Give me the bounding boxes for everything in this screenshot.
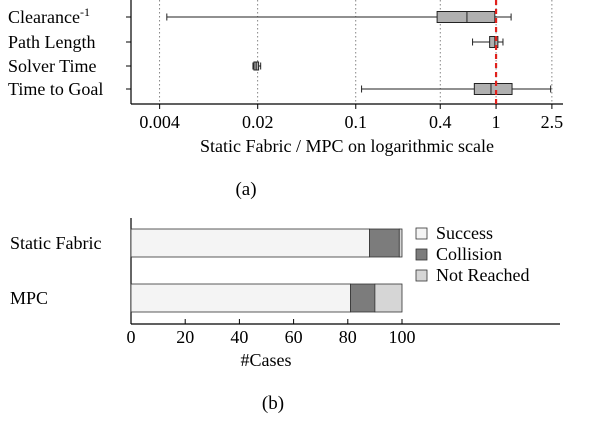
bar-static-fabric-collision	[369, 228, 400, 258]
box-clearance	[166, 11, 512, 23]
x-tick-label: 80	[339, 327, 357, 347]
panel-label: (a)	[235, 179, 256, 200]
bar-mpc-success	[130, 283, 351, 313]
category-labels: Clearance-1 Path Length Solver Time Time to…	[8, 5, 103, 99]
axes	[126, 0, 563, 105]
bars	[130, 228, 403, 313]
x-tick-label: 100	[389, 327, 416, 347]
boxplot-chart: 0.004 0.02 0.1 0.4 1 2.5 Clearance-1 Path Leng…	[8, 0, 563, 200]
x-ticks: 0 20 40 60 80 100	[127, 319, 416, 347]
x-tick-label: 20	[176, 327, 194, 347]
stacked-bar-chart: 0 20 40 60 80 100 Static Fabric MPC SuccessCol…	[10, 218, 560, 414]
box-time-to-goal	[361, 83, 552, 95]
legend-label: Not Reached	[436, 265, 529, 285]
category-label-clearance: Clearance-1	[8, 5, 90, 27]
legend-swatch	[415, 248, 428, 261]
x-tick-label: 60	[285, 327, 303, 347]
box-iqr	[436, 11, 496, 23]
x-tick-label: 40	[230, 327, 248, 347]
x-tick-label: 0.1	[345, 112, 368, 132]
box-solver-time	[252, 61, 262, 71]
category-label-time-to-goal: Time to Goal	[8, 79, 103, 99]
legend-item-collision: Collision	[415, 244, 502, 264]
category-label-path-length: Path Length	[8, 32, 96, 52]
legend-label: Success	[436, 223, 493, 243]
category-label-mpc: MPC	[10, 288, 48, 308]
x-ticks: 0.004 0.02 0.1 0.4 1 2.5	[139, 104, 563, 132]
panel-label: (b)	[262, 393, 284, 414]
bar-mpc-collision	[350, 283, 376, 313]
x-tick-label: 1	[492, 112, 501, 132]
x-tick-label: 2.5	[541, 112, 564, 132]
x-tick-label: 0	[127, 327, 136, 347]
boxes	[166, 11, 552, 95]
legend-item-not-reached: Not Reached	[415, 265, 529, 285]
category-label-solver-time: Solver Time	[8, 56, 97, 76]
bar-static-fabric-success	[130, 228, 370, 258]
x-axis-label: #Cases	[241, 350, 292, 370]
x-tick-label: 0.004	[139, 112, 180, 132]
legend-swatch	[415, 269, 428, 282]
bar-mpc-not-reached	[374, 283, 403, 313]
x-tick-label: 0.4	[429, 112, 452, 132]
category-labels: Static Fabric MPC	[10, 233, 101, 308]
legend-swatch	[415, 227, 428, 240]
x-tick-label: 0.02	[242, 112, 274, 132]
category-label-static-fabric: Static Fabric	[10, 233, 101, 253]
box-path-length	[472, 36, 504, 48]
bar-static-fabric-not-reached	[398, 228, 403, 258]
legend-item-success: Success	[415, 223, 493, 243]
x-axis-label: Static Fabric / MPC on logarithmic scale	[200, 136, 494, 156]
box-iqr	[473, 83, 513, 95]
box-iqr	[489, 36, 499, 48]
legend-label: Collision	[436, 244, 502, 264]
